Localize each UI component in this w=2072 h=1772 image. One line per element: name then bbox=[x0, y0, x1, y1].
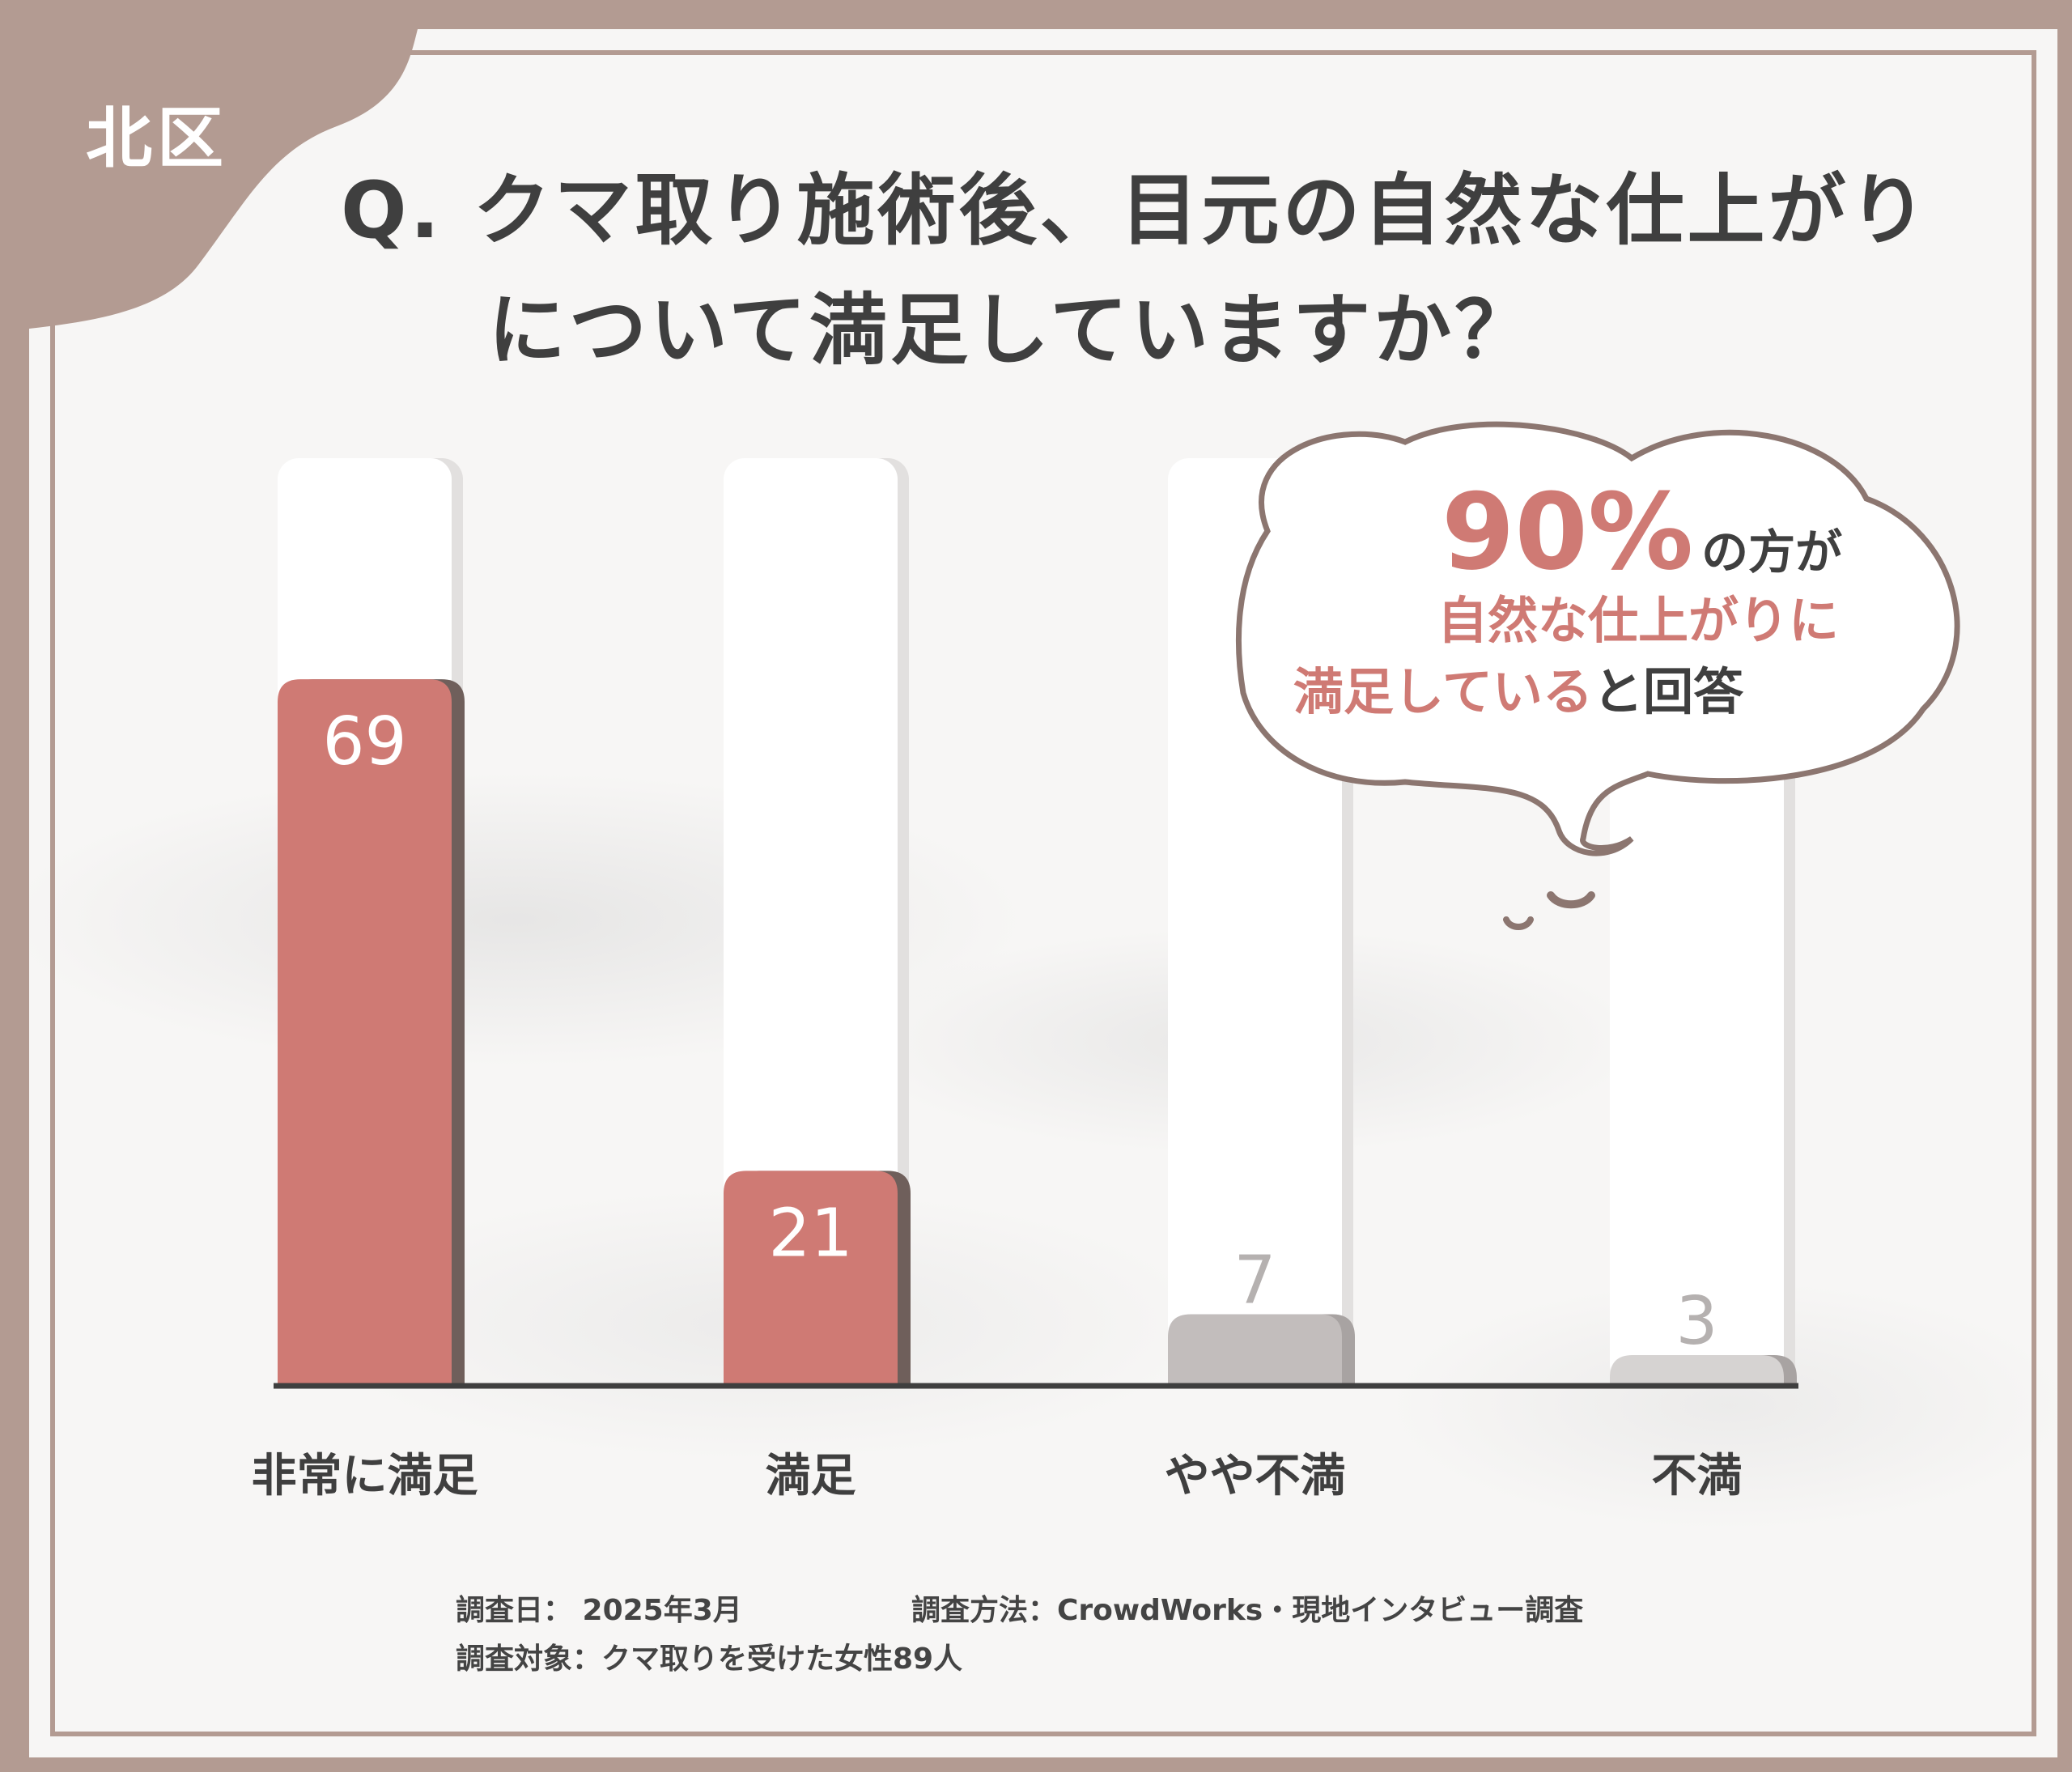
bar-3 bbox=[1168, 1314, 1342, 1386]
category-labels: 非常に満足 満足 やや不満 不満 bbox=[252, 1450, 1743, 1502]
ward-label: 北区 bbox=[86, 100, 229, 177]
value-label-3: 7 bbox=[1233, 1242, 1276, 1319]
callout-line-1-rest: の方が bbox=[1701, 525, 1842, 580]
callout-line-3-highlight: 満足している bbox=[1293, 662, 1593, 721]
bar-2 bbox=[724, 1171, 898, 1386]
callout-percent: 90% bbox=[1441, 470, 1693, 593]
card: 北区 Q. クマ取り施術後、目元の自然な仕上がり について満足していますか？ 6… bbox=[29, 29, 2057, 1757]
bar-4 bbox=[1610, 1355, 1784, 1386]
question-line-2: について満足していますか？ bbox=[488, 285, 1536, 376]
category-label-3: やや不満 bbox=[1165, 1450, 1346, 1502]
survey-method: 調査方法：CrowdWorks・現地インタビュー調査 bbox=[911, 1594, 1584, 1627]
inner-frame bbox=[50, 50, 2036, 1736]
category-label-1: 非常に満足 bbox=[252, 1450, 478, 1502]
value-label-1: 69 bbox=[322, 703, 406, 780]
callout-line-1: 90% の方が bbox=[1441, 470, 1842, 593]
bar-1 bbox=[278, 679, 452, 1386]
bar-chart: 69 21 7 3 非常に満足 満足 やや不満 不満 90% の方が 自然な仕上がりに 満足し… bbox=[252, 421, 1960, 1502]
bars bbox=[278, 679, 1797, 1386]
value-label-2: 21 bbox=[768, 1195, 852, 1272]
question-title: Q. クマ取り施術後、目元の自然な仕上がり について満足していますか？ bbox=[341, 151, 1930, 390]
callout-line-3: 満足していると回答 bbox=[1293, 662, 1744, 721]
category-label-4: 不満 bbox=[1652, 1450, 1743, 1502]
value-labels: 69 21 7 3 bbox=[322, 703, 1717, 1360]
question-line-1: Q. クマ取り施術後、目元の自然な仕上がり bbox=[341, 165, 1930, 256]
callout-line-3-rest: と回答 bbox=[1593, 662, 1744, 721]
bar-track bbox=[724, 458, 898, 1386]
survey-subject: 調査対象：クマ取りを受けた女性89人 bbox=[456, 1642, 963, 1676]
callout-bubble: 90% の方が 自然な仕上がりに 満足していると回答 bbox=[1235, 421, 1960, 930]
callout-line-2: 自然な仕上がりに bbox=[1437, 591, 1839, 650]
category-label-2: 満足 bbox=[766, 1450, 856, 1502]
survey-date: 調査日： 2025年3月 bbox=[456, 1594, 742, 1627]
corner-badge-shape bbox=[29, 29, 418, 329]
value-label-4: 3 bbox=[1675, 1283, 1717, 1360]
